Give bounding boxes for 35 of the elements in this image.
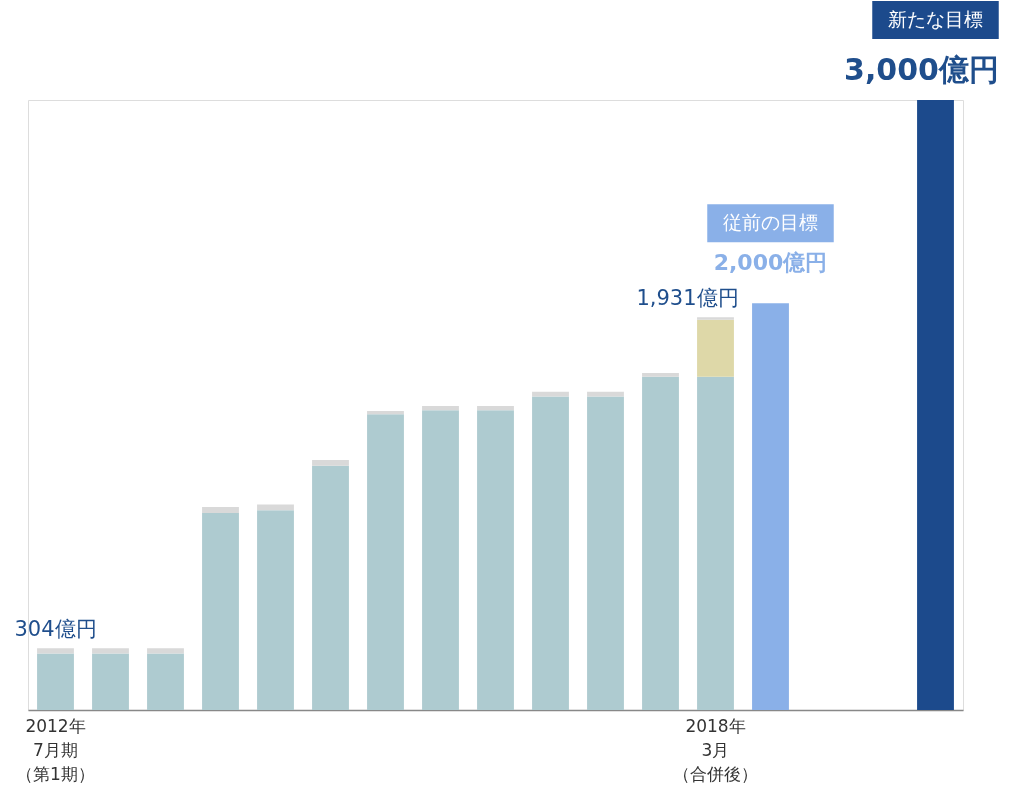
bar	[697, 376, 734, 710]
bar	[147, 648, 184, 654]
x-tick-label: 2018年3月（合併後）	[673, 715, 758, 784]
bar	[92, 648, 129, 654]
bar	[642, 376, 679, 710]
bar	[202, 512, 239, 710]
bar	[587, 396, 624, 710]
bar	[642, 373, 679, 377]
bar	[917, 100, 954, 710]
bar	[697, 319, 734, 377]
bar	[532, 396, 569, 710]
total-label: 1,931億円	[636, 286, 739, 311]
text: 新たな目標	[888, 8, 983, 30]
bar	[422, 406, 459, 411]
bar	[312, 465, 349, 710]
data-label: 2,000億円	[713, 250, 828, 276]
bar	[752, 303, 789, 710]
bar	[367, 411, 404, 415]
bar	[697, 317, 734, 320]
data-label: 3,000億円	[844, 52, 999, 87]
bar	[92, 653, 129, 710]
bar	[147, 653, 184, 710]
bar	[257, 510, 294, 710]
bar	[312, 459, 349, 466]
bar	[202, 507, 239, 513]
bar	[367, 414, 404, 710]
text: 従前の目標	[723, 211, 818, 234]
x-tick-label: 2012年7月期（第1期）	[16, 715, 95, 784]
bar	[477, 406, 514, 411]
bar	[37, 653, 74, 710]
bar	[37, 648, 74, 654]
bar	[257, 504, 294, 511]
bar	[477, 410, 514, 710]
bar	[422, 410, 459, 710]
total-label: 304億円	[14, 617, 97, 642]
